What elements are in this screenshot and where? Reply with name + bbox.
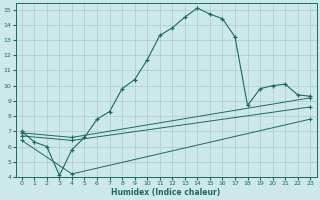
X-axis label: Humidex (Indice chaleur): Humidex (Indice chaleur) [111,188,221,197]
